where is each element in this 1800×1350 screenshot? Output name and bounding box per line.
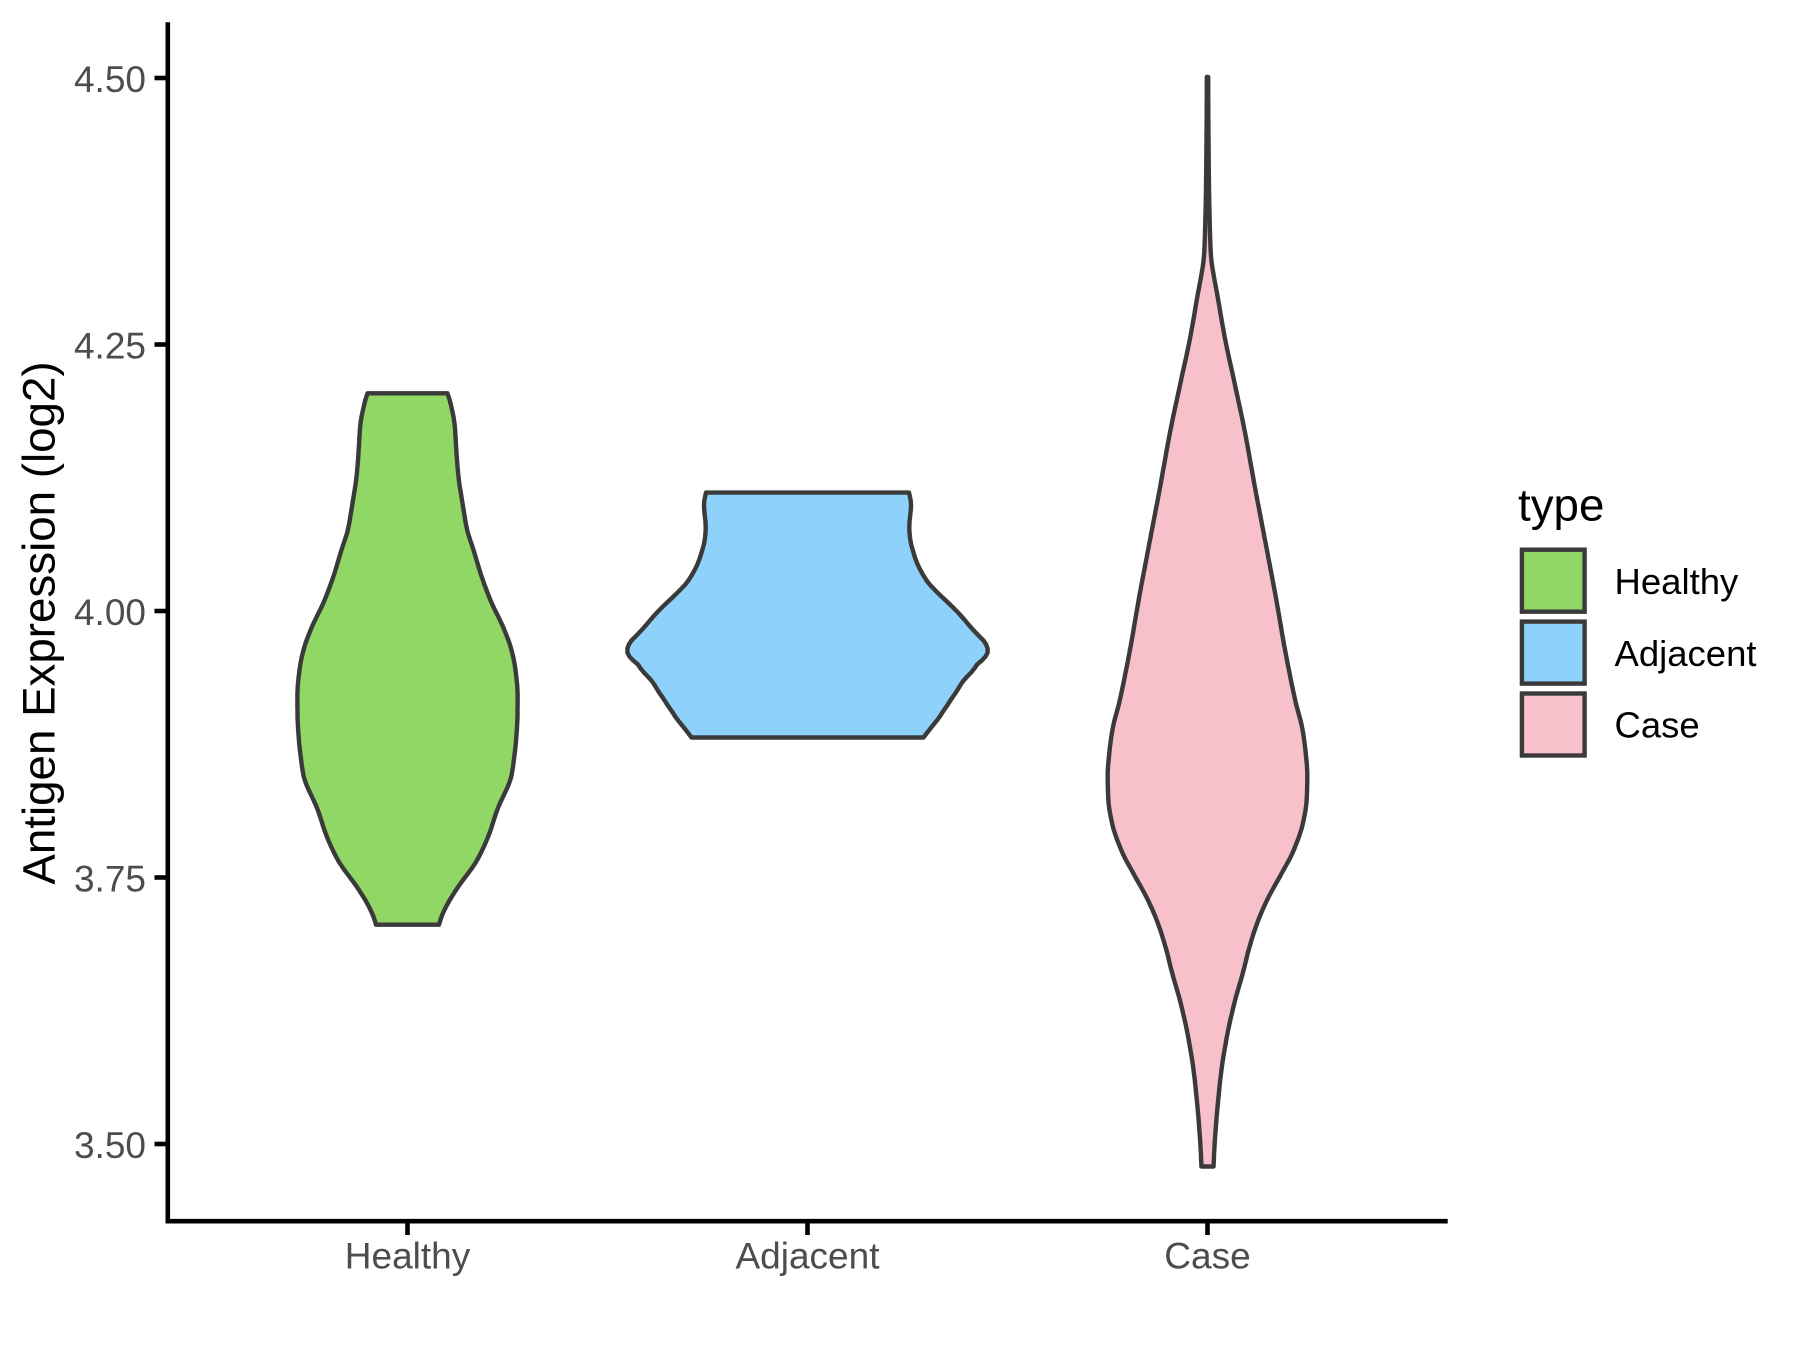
svg-text:Healthy: Healthy (345, 1235, 471, 1276)
svg-text:4.25: 4.25 (74, 326, 146, 367)
svg-text:3.50: 3.50 (74, 1125, 146, 1166)
svg-text:4.00: 4.00 (74, 592, 146, 633)
svg-text:Case: Case (1164, 1235, 1250, 1276)
svg-text:type: type (1518, 479, 1604, 530)
svg-text:Antigen Expression (log2): Antigen Expression (log2) (14, 361, 65, 884)
svg-text:Case: Case (1615, 705, 1700, 746)
svg-text:3.75: 3.75 (74, 859, 146, 900)
svg-text:Healthy: Healthy (1615, 561, 1740, 602)
svg-text:4.50: 4.50 (74, 59, 146, 100)
svg-text:Adjacent: Adjacent (1615, 633, 1757, 674)
svg-text:Adjacent: Adjacent (736, 1235, 881, 1276)
